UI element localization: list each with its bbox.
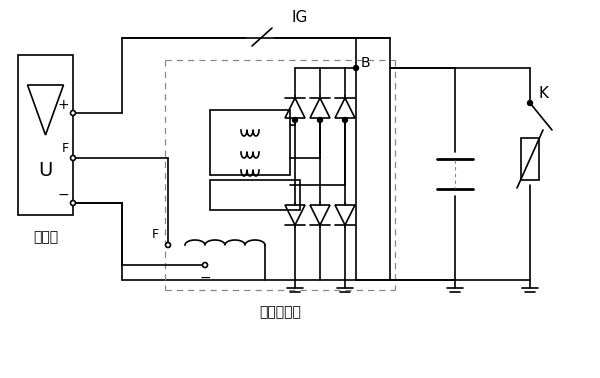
Circle shape: [353, 65, 359, 71]
Circle shape: [317, 118, 323, 122]
Circle shape: [203, 262, 208, 268]
Bar: [521, 138, 539, 180]
Circle shape: [293, 118, 298, 122]
Bar: [210, 180, 300, 210]
Text: IG: IG: [292, 11, 308, 25]
Circle shape: [71, 110, 76, 116]
Text: 交流发电机: 交流发电机: [259, 305, 301, 319]
Text: −: −: [57, 188, 69, 202]
Circle shape: [166, 243, 170, 248]
Text: K: K: [539, 85, 549, 101]
Bar: [210, 110, 290, 175]
Circle shape: [343, 118, 347, 122]
Circle shape: [71, 200, 76, 206]
Text: U: U: [38, 161, 53, 180]
Text: −: −: [199, 271, 211, 285]
Circle shape: [527, 101, 533, 105]
Text: +: +: [57, 98, 69, 112]
Text: F: F: [61, 141, 68, 155]
Text: F: F: [151, 228, 158, 242]
Bar: [18, 55, 73, 215]
Circle shape: [71, 155, 76, 161]
Text: 调节器: 调节器: [33, 230, 58, 244]
Text: B: B: [361, 56, 371, 70]
